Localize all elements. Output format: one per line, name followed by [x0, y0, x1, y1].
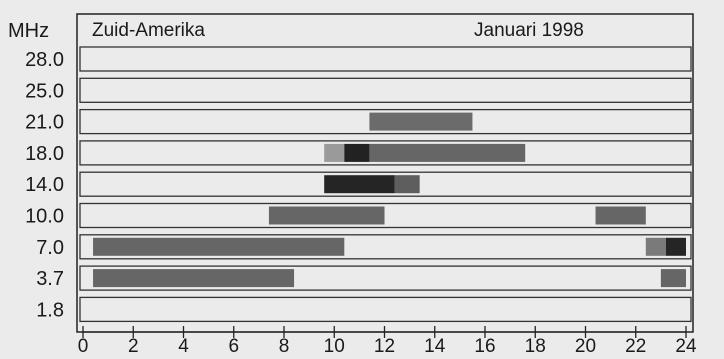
frequency-rows: 28.0 25.0 21.0 18.0 14.0 10.0 7.0 3.7 1.8	[25, 46, 692, 323]
frequency-row-25.0	[79, 77, 692, 103]
frequency-label-14.0: 14.0	[25, 174, 64, 196]
x-tick-label-6: 6	[228, 336, 239, 354]
band-bar-14.0-0	[324, 175, 395, 194]
band-bar-10.0-0	[268, 206, 385, 225]
frequency-label-21.0: 21.0	[25, 112, 64, 134]
x-tick-label-10: 10	[324, 336, 345, 354]
frequency-label-7.0: 7.0	[36, 237, 64, 259]
frequency-label-3.7: 3.7	[36, 268, 64, 290]
band-bar-3.7-0	[93, 269, 295, 288]
band-bar-3.7-1	[660, 269, 686, 288]
band-bar-7.0-2	[665, 237, 686, 256]
x-tick-label-22: 22	[625, 336, 646, 354]
x-tick-label-16: 16	[474, 336, 495, 354]
band-bar-14.0-1	[394, 175, 420, 194]
period-label: Januari 1998	[474, 20, 584, 41]
x-tick-label-0: 0	[78, 336, 89, 354]
x-tick-label-4: 4	[178, 336, 189, 354]
band-bar-18.0-0	[324, 143, 345, 162]
x-tick-label-2: 2	[128, 336, 139, 354]
band-bars	[93, 112, 686, 288]
frequency-label-18.0: 18.0	[25, 143, 64, 165]
x-tick-label-8: 8	[279, 336, 290, 354]
band-bar-18.0-2	[369, 143, 526, 162]
band-bar-7.0-1	[645, 237, 666, 256]
x-tick-label-24: 24	[675, 336, 697, 354]
y-unit-label: MHz	[8, 20, 49, 42]
band-bar-10.0-1	[595, 206, 646, 225]
frequency-row-3.7	[79, 265, 692, 291]
band-bar-18.0-1	[344, 143, 370, 162]
x-tick-label-14: 14	[424, 336, 446, 354]
band-bar-7.0-0	[93, 237, 345, 256]
region-label: Zuid-Amerika	[92, 20, 205, 41]
x-tick-label-20: 20	[575, 336, 596, 354]
frequency-label-10.0: 10.0	[25, 206, 64, 228]
frequency-row-1.8	[79, 296, 692, 323]
frequency-row-18.0	[79, 140, 692, 166]
frequency-row-28.0	[79, 46, 692, 72]
frequency-label-25.0: 25.0	[25, 80, 64, 102]
frequency-label-28.0: 28.0	[25, 49, 64, 71]
x-tick-label-12: 12	[374, 336, 395, 354]
frequency-row-7.0	[79, 234, 692, 260]
frequency-row-21.0	[79, 108, 692, 135]
x-tick-label-18: 18	[525, 336, 546, 354]
frequency-label-1.8: 1.8	[36, 299, 64, 321]
frequency-row-14.0	[79, 171, 692, 197]
frequency-row-10.0	[79, 202, 692, 229]
x-axis: 0 2 4 6 8 10 12 14 16 18 20 22 24	[78, 326, 697, 357]
band-bar-21.0-0	[369, 112, 473, 131]
